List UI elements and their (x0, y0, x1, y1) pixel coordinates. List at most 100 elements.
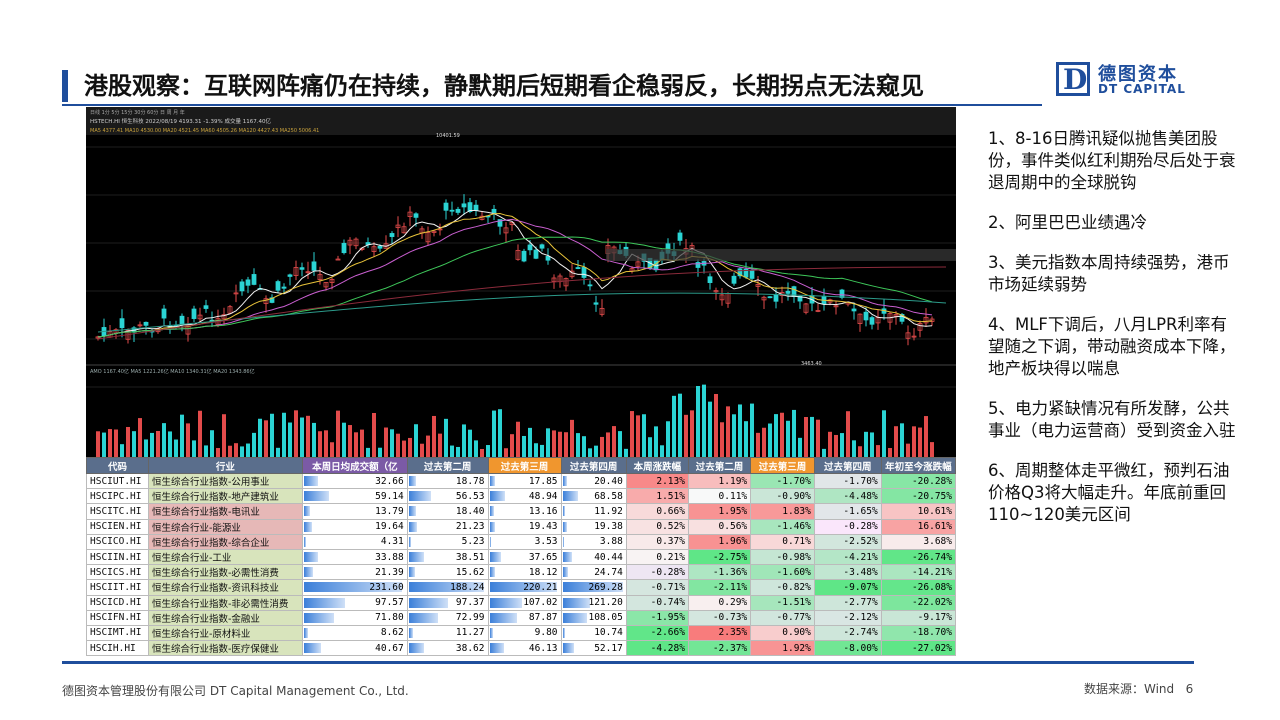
volume-bar (876, 445, 880, 457)
cell-change: -0.74% (625, 594, 689, 611)
table-header-9[interactable]: 过去第四周 (813, 457, 882, 474)
table-header-8[interactable]: 过去第三周 (750, 457, 815, 474)
volume-bar (564, 432, 568, 457)
cell-turnover: 13.79 (301, 503, 408, 520)
title-underline (62, 104, 1042, 106)
volume-bar (174, 439, 178, 457)
point-3: 3、美元指数本周持续强势，港币市场延续弱势 (988, 253, 1230, 294)
candle-body (563, 278, 569, 287)
cell-change: -1.70% (750, 472, 815, 490)
candle-body (395, 224, 401, 229)
candle-body (893, 314, 899, 317)
table-header-5[interactable]: 过去第四周 (560, 457, 627, 474)
table-row: HSCIMT.HI 恒生综合行业-原材料业 8.62 11.27 9.80 10.74 -2… (86, 624, 957, 642)
volume-bar (372, 412, 376, 457)
volume-bar (264, 420, 268, 457)
cell-change: 0.21% (625, 548, 689, 566)
cell-change: 1.19% (687, 472, 752, 490)
volume-bar (306, 415, 310, 457)
volume-bar (240, 446, 244, 457)
cell-turnover: 24.74 (560, 564, 627, 581)
table-header-1[interactable]: 行业 (147, 457, 303, 474)
volume-bar (492, 410, 496, 457)
table-header-7[interactable]: 过去第二周 (687, 457, 752, 474)
table-header-4[interactable]: 过去第三周 (487, 457, 562, 474)
volume-bar (300, 417, 304, 457)
candle-body (413, 213, 419, 218)
turnover-bar (303, 521, 313, 532)
turnover-bar (562, 506, 566, 517)
candle-body (299, 267, 305, 270)
turnover-bar (303, 551, 319, 562)
footer-company: 德图资本管理股份有限公司 DT Capital Management Co., … (62, 684, 409, 698)
candle-body (161, 308, 167, 319)
volume-bar (636, 415, 640, 457)
candle-body (785, 290, 791, 294)
cell-change: -1.60% (750, 564, 815, 581)
volume-bar (720, 422, 724, 457)
volume-bar (738, 404, 742, 457)
candle-body (737, 268, 743, 277)
volume-bar (918, 427, 922, 457)
candle-body (197, 314, 203, 320)
cell-change: 1.51% (625, 488, 689, 505)
candle-body (533, 249, 539, 259)
volume-bar (336, 410, 340, 457)
industry-table: 代码 行业 本周日均成交额（亿 过去第二周 过去第三周 过去第四周 本周涨跌幅 过去第二周 过去… (86, 457, 957, 657)
table-header-10[interactable]: 年初至今涨跌幅 (880, 457, 957, 474)
cell-turnover: 220.21 (487, 579, 562, 596)
volume-bar (906, 443, 910, 457)
candle-body (761, 296, 767, 301)
candle-body (599, 307, 605, 315)
volume-bar (594, 445, 598, 457)
candle-body (803, 303, 809, 313)
candle-body (335, 258, 341, 261)
candle-body (431, 230, 437, 233)
volume-bar (864, 431, 868, 457)
candle-body (455, 208, 461, 213)
cell-turnover: 13.16 (487, 503, 562, 520)
cell-industry: 恒生综合行业指数-金融业 (147, 609, 303, 626)
cell-change: -2.11% (687, 579, 752, 596)
cell-turnover: 48.94 (487, 488, 562, 505)
cell-change: -27.02% (880, 640, 957, 657)
cell-change: -26.08% (880, 579, 957, 596)
cell-code: HSCIMT.HI (86, 624, 149, 642)
volume-bar (798, 437, 802, 457)
candle-body (143, 321, 149, 326)
volume-bar (852, 440, 856, 457)
turnover-bar (303, 597, 346, 608)
volume-bar (294, 410, 298, 457)
table-header-0[interactable]: 代码 (86, 457, 149, 474)
volume-bar (708, 401, 712, 457)
cell-change: -9.07% (813, 579, 882, 596)
candle-body (677, 232, 683, 241)
turnover-bar (489, 612, 517, 623)
cell-turnover: 18.78 (406, 472, 489, 490)
cell-turnover: 10.74 (560, 624, 627, 642)
volume-bar (324, 430, 328, 457)
cell-turnover: 97.57 (301, 594, 408, 611)
candle-body (899, 314, 905, 322)
candle-body (467, 202, 473, 212)
candle-body (551, 277, 557, 282)
volume-bar (696, 386, 700, 457)
turnover-bar (489, 476, 495, 486)
volume-bar (108, 429, 112, 457)
turnover-bar (562, 627, 565, 638)
volume-bar (714, 393, 718, 457)
volume-bar (516, 421, 520, 457)
table-header-2[interactable]: 本周日均成交额（亿 (301, 457, 408, 474)
cell-change: -2.75% (687, 548, 752, 566)
ma60-line (97, 236, 933, 338)
ma120-line (97, 292, 947, 333)
turnover-bar (562, 536, 564, 547)
volume-bar (270, 413, 274, 457)
cell-industry: 恒生综合行业指数-资讯科技业 (147, 579, 303, 596)
table-header-3[interactable]: 过去第二周 (406, 457, 489, 474)
turnover-bar (562, 567, 569, 578)
turnover-bar (408, 643, 425, 654)
cell-change: -8.00% (813, 640, 882, 657)
candlestick-chart[interactable]: 日线 1分 5分 15分 30分 60分 日 周 月 年 HSTECH.HI 恒生… (86, 107, 956, 457)
table-header-6[interactable]: 本周涨跌幅 (625, 457, 689, 474)
